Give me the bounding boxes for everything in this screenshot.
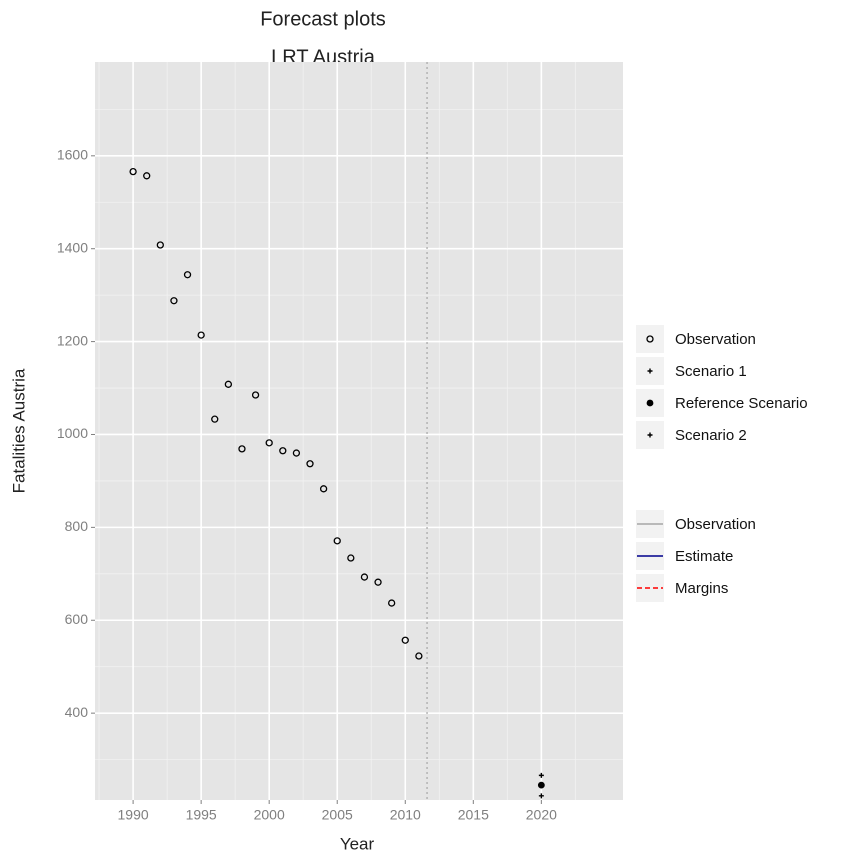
legend-key <box>636 325 664 353</box>
point <box>360 573 369 581</box>
legend-label: Margins <box>675 580 728 597</box>
y-tick-label: 600 <box>65 611 89 627</box>
point <box>129 167 137 176</box>
x-tick-label: 2015 <box>458 807 489 823</box>
point <box>211 415 219 423</box>
point <box>415 652 423 660</box>
y-tick-label: 1600 <box>57 147 88 163</box>
y-tick-label: 1400 <box>57 239 88 255</box>
point <box>292 449 301 457</box>
y-tick-label: 400 <box>65 704 89 720</box>
x-tick-label: 2005 <box>322 807 353 823</box>
point <box>306 460 314 468</box>
legend-label: Scenario 2 <box>675 427 747 444</box>
point <box>224 380 233 388</box>
chart-title: Forecast plots <box>260 8 386 30</box>
point <box>238 445 246 453</box>
point <box>388 599 396 607</box>
legend-symbol <box>646 399 654 407</box>
point <box>401 636 409 644</box>
legend-label: Observation <box>675 516 756 533</box>
x-axis-label: Year <box>340 834 375 853</box>
y-tick-label: 800 <box>65 518 89 534</box>
point <box>156 241 164 249</box>
x-tick-label: 1990 <box>118 807 149 823</box>
point <box>170 297 178 305</box>
x-tick-label: 2000 <box>254 807 285 823</box>
y-axis-label: Fatalities Austria <box>9 368 28 493</box>
point <box>538 772 544 778</box>
x-tick-label: 1995 <box>186 807 217 823</box>
point <box>279 447 287 455</box>
point <box>197 331 205 339</box>
plot-panel <box>95 62 623 800</box>
point <box>537 781 545 789</box>
legend-label: Scenario 1 <box>675 363 747 380</box>
x-tick-label: 2010 <box>390 807 421 823</box>
y-tick-label: 1200 <box>57 332 88 348</box>
point <box>538 793 544 799</box>
point <box>347 554 355 562</box>
legend-label: Observation <box>675 331 756 348</box>
legend-label: Reference Scenario <box>675 395 808 412</box>
x-tick-label: 2020 <box>526 807 557 823</box>
legend-symbol <box>647 368 653 374</box>
legend-label: Estimate <box>675 548 733 565</box>
point <box>374 578 382 586</box>
point <box>265 439 273 447</box>
legend-symbol <box>646 335 654 343</box>
point <box>143 172 151 180</box>
point <box>183 271 192 279</box>
point <box>251 391 260 399</box>
y-tick-label: 1000 <box>57 425 88 441</box>
point <box>319 485 328 493</box>
legend-symbol <box>647 432 653 438</box>
point <box>333 537 341 545</box>
